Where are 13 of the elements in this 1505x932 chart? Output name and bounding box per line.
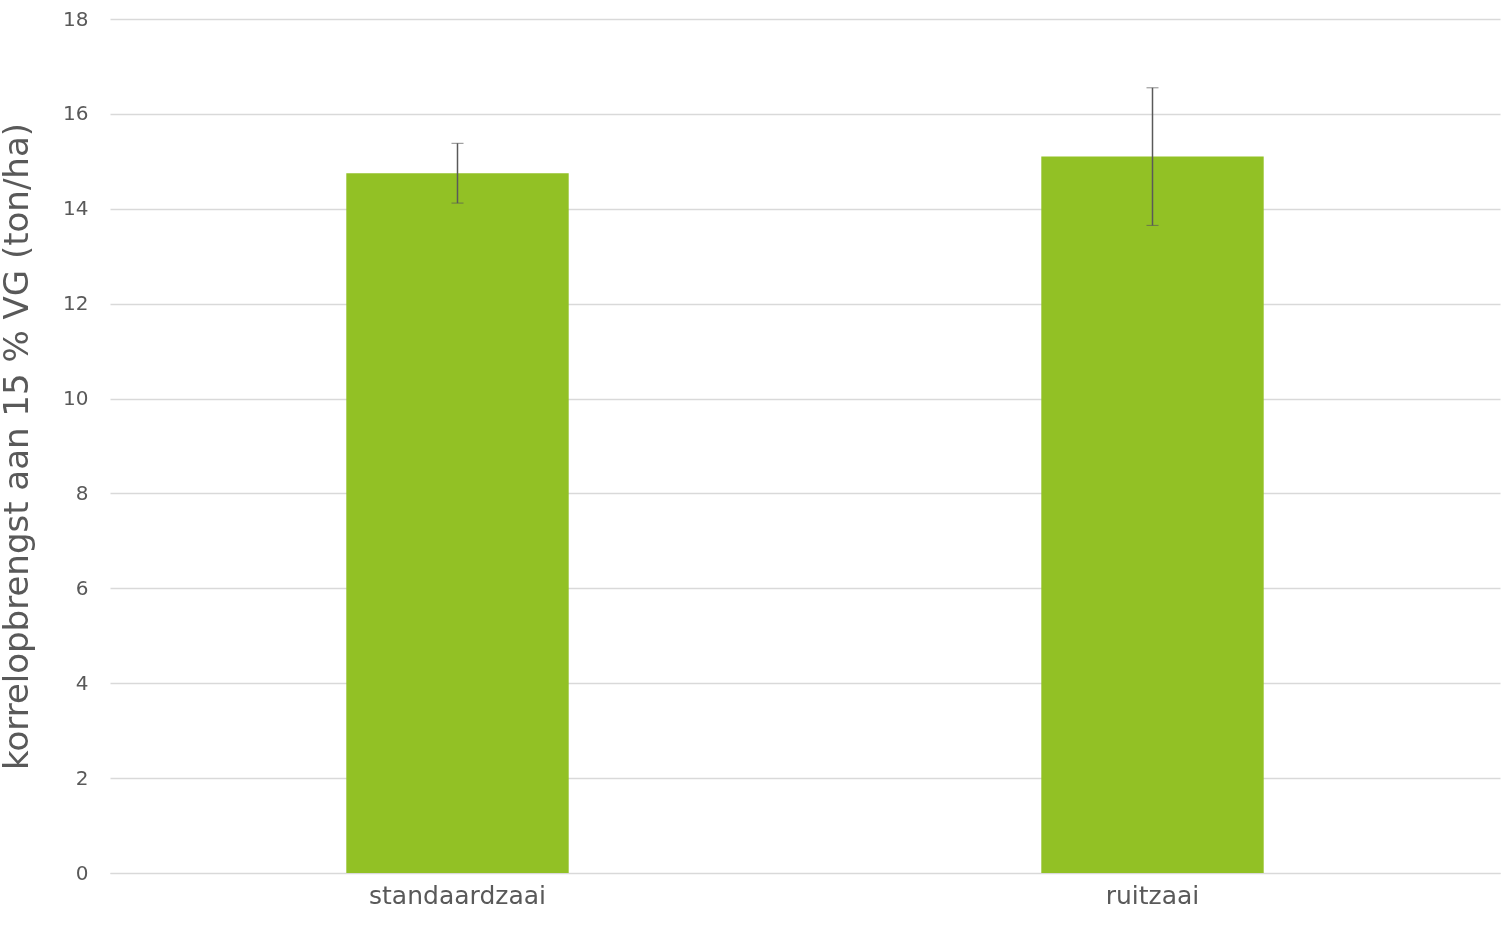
x-tick-label: ruitzaai <box>1105 880 1200 910</box>
y-tick-label: 16 <box>63 101 89 126</box>
y-tick-label: 10 <box>63 386 89 411</box>
y-tick-label: 6 <box>75 575 89 600</box>
y-tick-label: 8 <box>75 480 89 505</box>
y-tick-label: 0 <box>75 860 89 885</box>
y-tick-label: 2 <box>75 765 89 790</box>
y-tick-label: 12 <box>63 291 89 316</box>
y-axis-title: korrelopbrengst aan 15 % VG (ton/ha) <box>0 122 37 771</box>
y-tick-label: 18 <box>63 6 89 31</box>
y-tick-label: 4 <box>75 670 89 695</box>
x-tick-label: standaardzaai <box>369 880 546 910</box>
y-tick-label: 14 <box>63 196 89 221</box>
